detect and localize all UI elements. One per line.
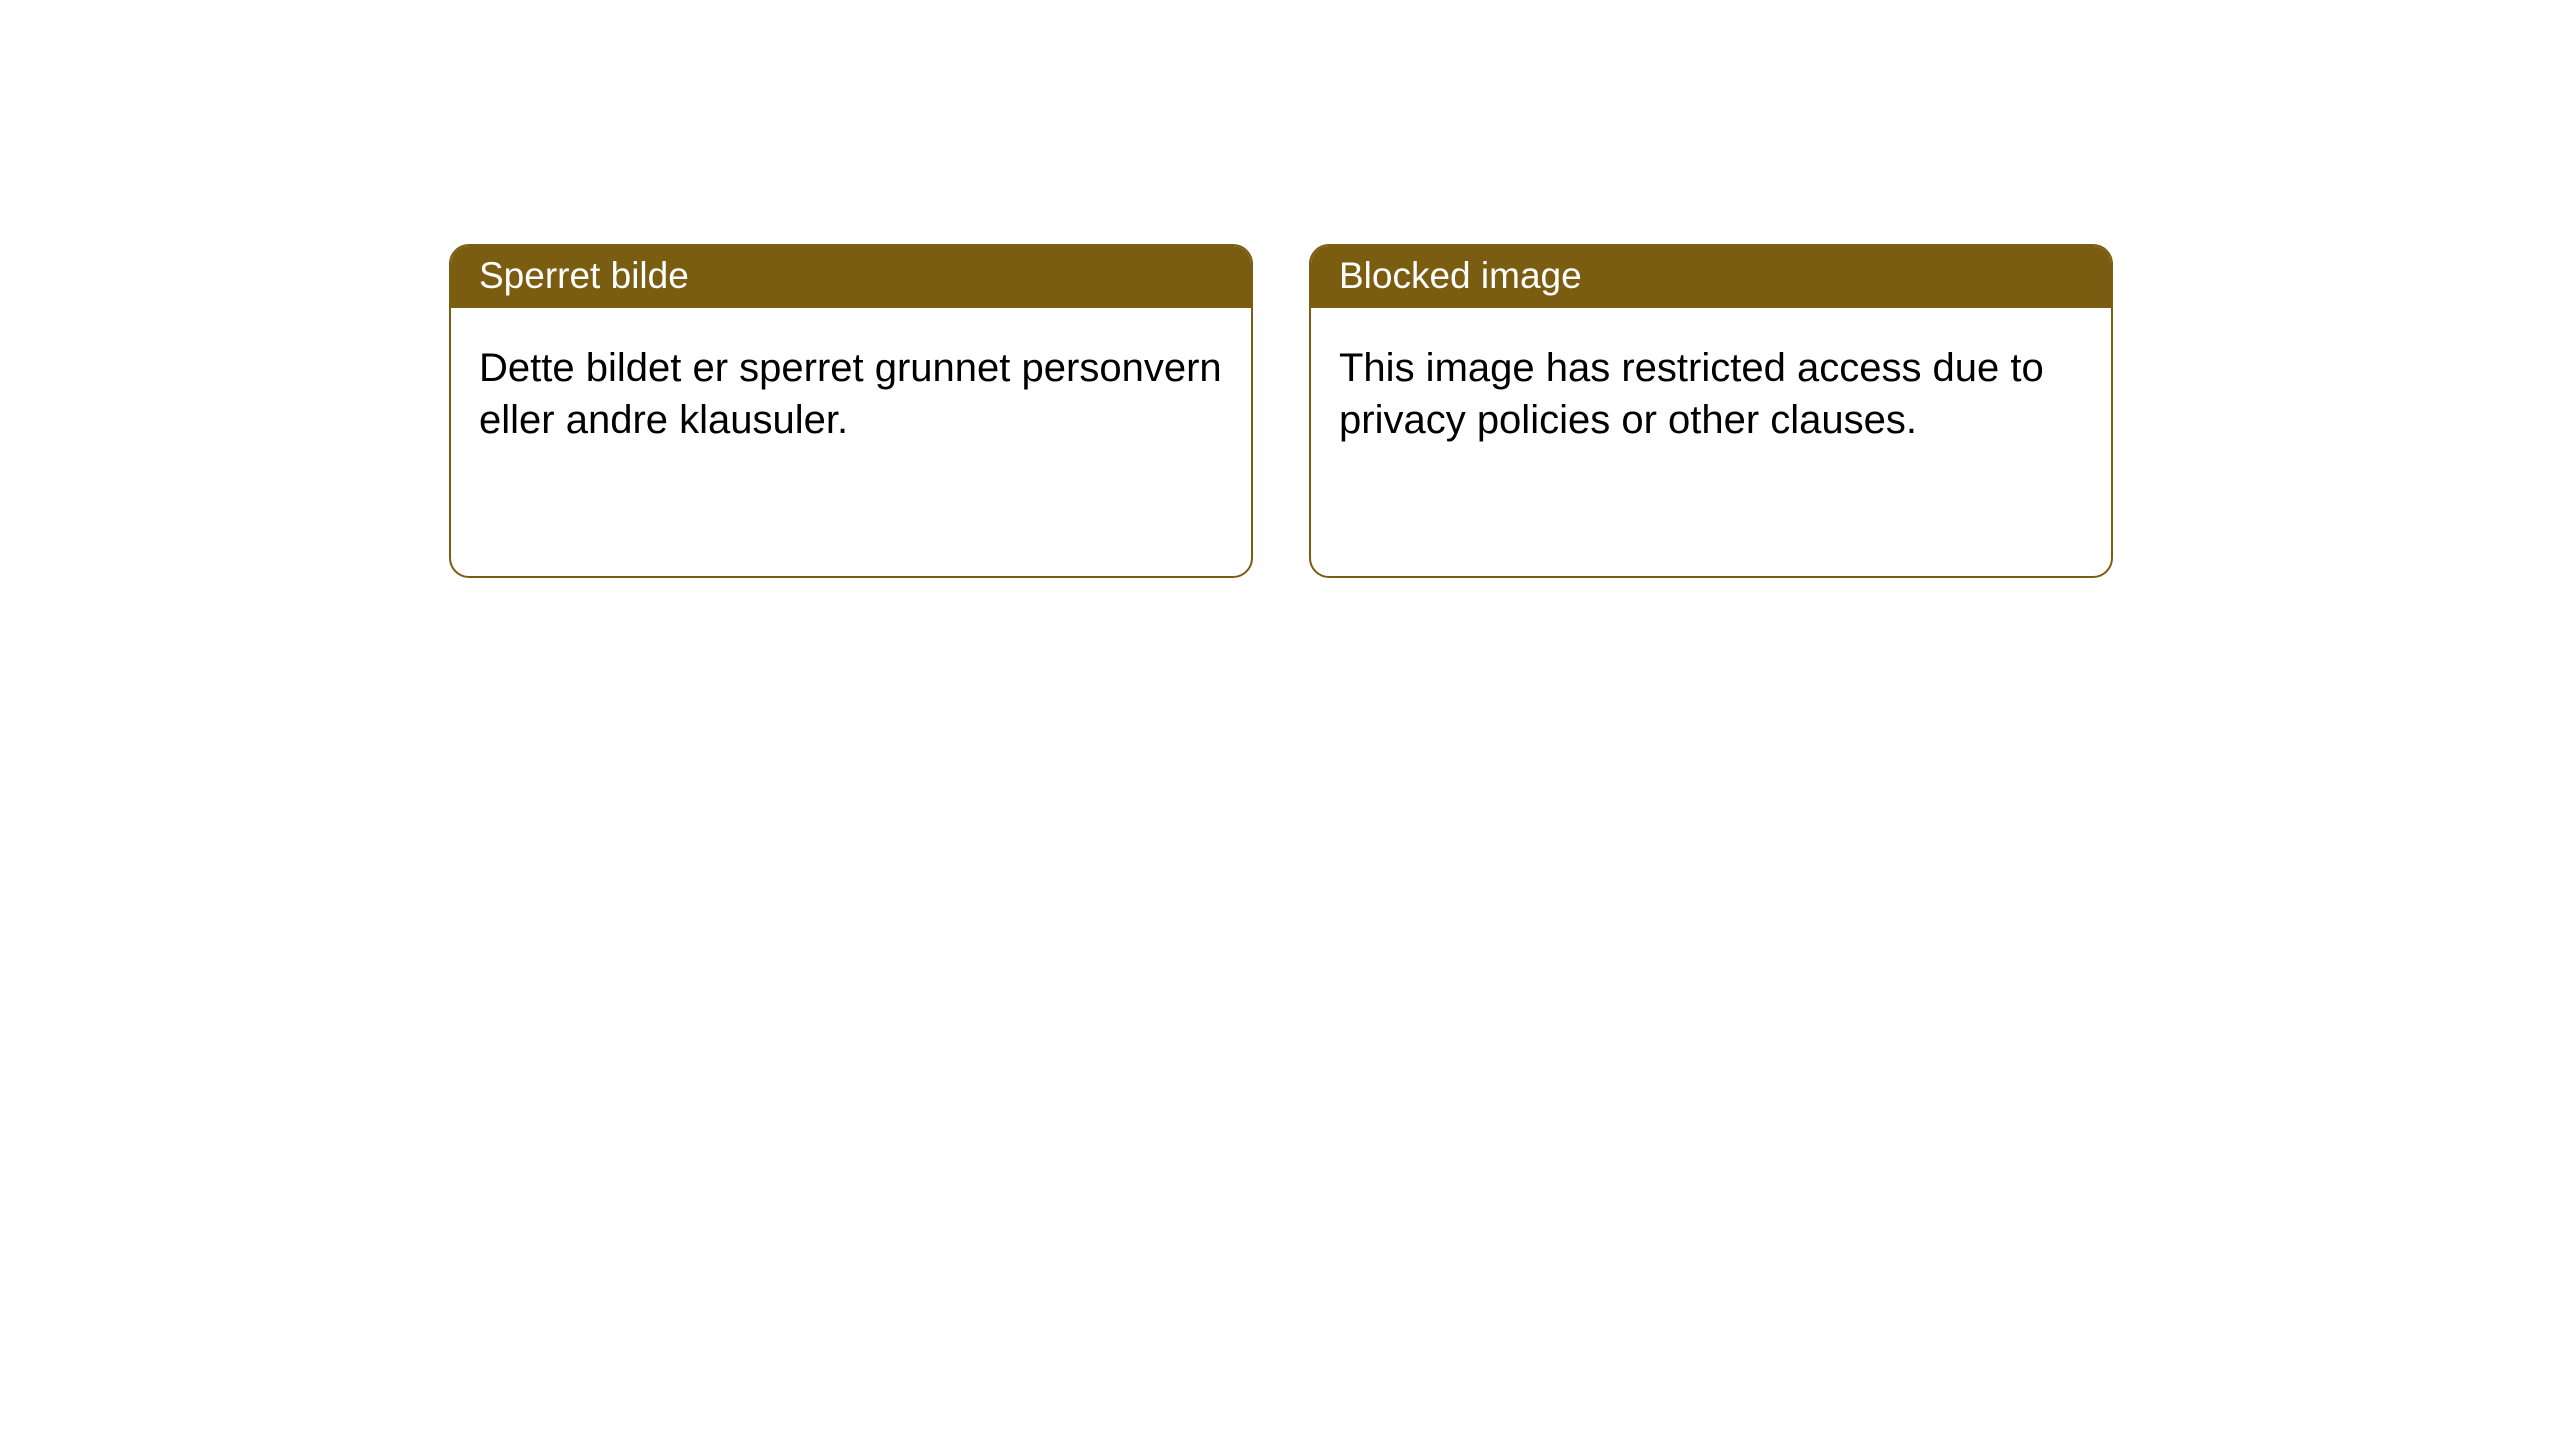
notice-card-body: This image has restricted access due to … — [1311, 308, 2111, 480]
notice-card-english: Blocked image This image has restricted … — [1309, 244, 2113, 578]
notice-cards-container: Sperret bilde Dette bildet er sperret gr… — [0, 0, 2560, 578]
notice-card-body: Dette bildet er sperret grunnet personve… — [451, 308, 1251, 480]
notice-card-title: Blocked image — [1311, 246, 2111, 308]
notice-card-title: Sperret bilde — [451, 246, 1251, 308]
notice-card-norwegian: Sperret bilde Dette bildet er sperret gr… — [449, 244, 1253, 578]
